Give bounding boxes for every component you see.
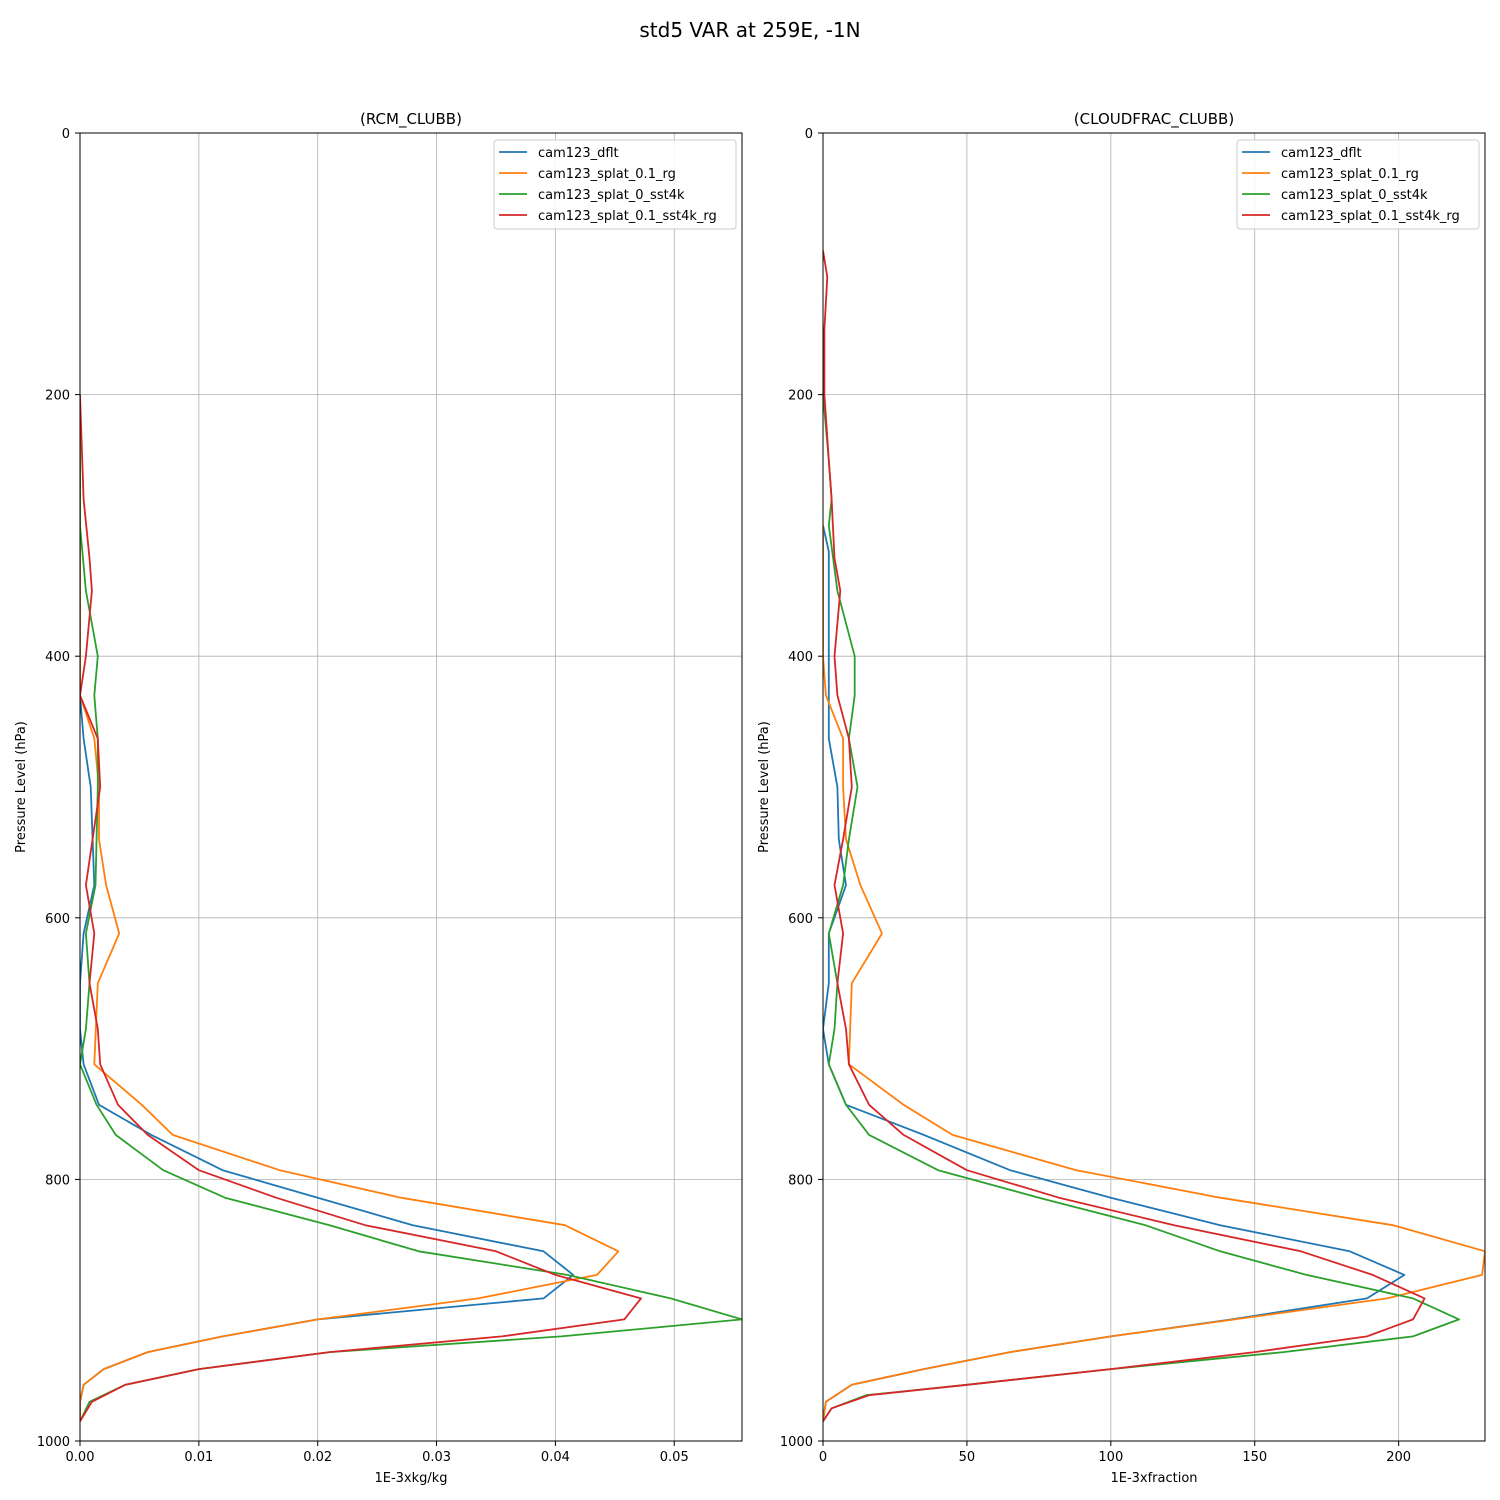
figure-title: std5 VAR at 259E, -1N	[639, 18, 860, 42]
x-tick-label: 0.00	[66, 1450, 95, 1465]
x-tick-label: 100	[1098, 1450, 1123, 1465]
y-tick-label: 0	[62, 127, 70, 142]
y-tick-label: 200	[788, 389, 813, 404]
axes-frame	[79, 132, 743, 1442]
y-tick-label: 600	[45, 912, 70, 927]
x-tick-label: 0.05	[660, 1450, 689, 1465]
legend-label: cam123_splat_0_sst4k	[1281, 188, 1428, 203]
panel-title: (RCM_CLUBB)	[360, 110, 462, 129]
x-tick-label: 0.02	[303, 1450, 332, 1465]
y-tick-label: 800	[45, 1173, 70, 1188]
y-axis-label: Pressure Level (hPa)	[757, 721, 772, 853]
y-tick-label: 600	[788, 912, 813, 927]
x-axis-label: 1E-3xkg/kg	[374, 1471, 447, 1486]
y-tick-label: 800	[788, 1173, 813, 1188]
legend: cam123_dflt cam123_splat_0.1_rg cam123_spl…	[493, 139, 737, 230]
x-tick-label: 150	[1242, 1450, 1267, 1465]
series-line-0	[80, 394, 575, 1422]
legend-label: cam123_splat_0.1_sst4k_rg	[1281, 209, 1460, 224]
y-tick-label: 200	[45, 389, 70, 404]
x-tick-label: 0.01	[184, 1450, 213, 1465]
series-line-2	[80, 394, 742, 1422]
y-axis-label: Pressure Level (hPa)	[14, 721, 29, 853]
legend-label: cam123_splat_0.1_sst4k_rg	[538, 209, 717, 224]
x-tick-label: 0.03	[422, 1450, 451, 1465]
legend-label: cam123_dflt	[1281, 146, 1362, 161]
legend-box	[493, 139, 737, 230]
x-axis-label: 1E-3xfraction	[1110, 1471, 1197, 1486]
legend-label: cam123_splat_0.1_rg	[538, 167, 676, 182]
series-line-1	[80, 394, 620, 1422]
x-tick-label: 50	[959, 1450, 976, 1465]
y-tick-label: 0	[805, 127, 813, 142]
x-tick-label: 200	[1386, 1450, 1411, 1465]
legend-label: cam123_dflt	[538, 146, 619, 161]
series-line-2	[823, 394, 1460, 1422]
legend-box	[1236, 139, 1480, 230]
x-tick-label: 0.04	[541, 1450, 570, 1465]
legend-label: cam123_splat_0.1_rg	[1281, 167, 1419, 182]
panel-title: (CLOUDFRAC_CLUBB)	[1074, 110, 1234, 129]
series-line-3	[823, 250, 1426, 1422]
y-tick-label: 1000	[37, 1435, 70, 1450]
panel-rcm-clubb: 0.00 0.01 0.02 0.03 0.04 0.05 0 200 400 600 800 100…	[14, 110, 743, 1486]
y-tick-label: 1000	[780, 1435, 813, 1450]
axes-frame	[822, 132, 1486, 1442]
series-line-1	[823, 525, 1485, 1422]
series-line-3	[80, 394, 642, 1422]
x-tick-label: 0	[819, 1450, 827, 1465]
legend-label: cam123_splat_0_sst4k	[538, 188, 685, 203]
panel-cloudfrac-clubb: 0 50 100 150 200 0 200 400 600 800 1000 (CLOUDFRAC_…	[757, 110, 1486, 1486]
y-tick-label: 400	[788, 650, 813, 665]
series-line-0	[823, 525, 1406, 1422]
legend: cam123_dflt cam123_splat_0.1_rg cam123_spl…	[1236, 139, 1480, 230]
y-tick-label: 400	[45, 650, 70, 665]
